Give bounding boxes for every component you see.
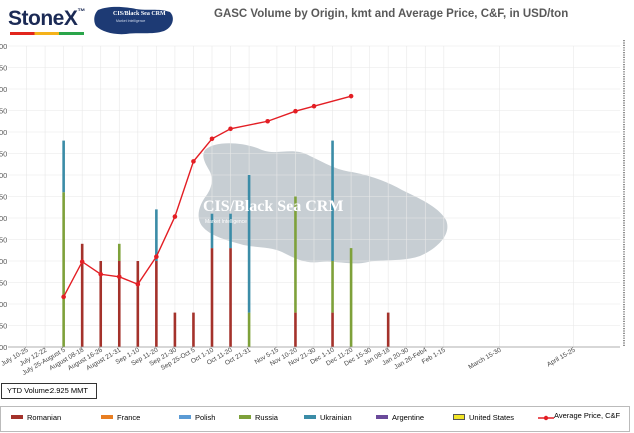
legend-label-romanian: Romanian (27, 413, 62, 422)
bar-romanian (117, 261, 121, 347)
chart-title: GASC Volume by Origin, kmt and Average P… (214, 8, 569, 20)
cis-black-sea-crm-badge (94, 6, 173, 35)
price-point (135, 281, 141, 287)
legend-label-united-states: United States (469, 413, 515, 422)
badge-subtitle: Market Intelligence (116, 19, 146, 23)
y-tick-label: 50 (0, 193, 7, 202)
legend-swatch-united-states (453, 414, 465, 420)
legend-label-polish: Polish (195, 413, 216, 422)
bar-romanian (331, 312, 334, 347)
bar-ukrainian (62, 140, 65, 193)
x-tick-label: April 15-25 (546, 346, 577, 368)
ytd-volume-box: YTD Volume: 2.925 MMT (1, 383, 97, 399)
bar-russia (349, 248, 353, 347)
legend-swatch-france (101, 415, 113, 419)
watermark-subtitle: Market Intelligence (205, 219, 247, 225)
y-tick-label: 00 (0, 257, 7, 266)
axes (8, 40, 625, 348)
bar-russia (247, 312, 251, 347)
price-point (172, 214, 178, 219)
y-tick-label: 50 (0, 150, 7, 159)
y-tick-label: 50 (0, 279, 7, 288)
y-tick-label: 50 (0, 107, 7, 116)
legend-label-russia: Russia (255, 413, 278, 422)
bar-russia (331, 261, 334, 313)
bar-romanian (136, 261, 140, 347)
bar-romanian (229, 248, 232, 347)
price-point (209, 136, 215, 142)
price-line-group (61, 93, 354, 300)
black-sea-map-shape (198, 143, 448, 264)
bar-romanian (173, 312, 177, 347)
legend-swatch-ukrainian (304, 415, 316, 419)
bar-ukrainian (331, 140, 334, 261)
legend-label-france: France (117, 413, 141, 422)
bar-russia (117, 243, 121, 261)
y-tick-label: 00 (0, 343, 7, 352)
bar-ukrainian (210, 213, 214, 249)
bar-romanian (155, 261, 158, 347)
watermark-title: CIS/Black Sea CRM (203, 198, 344, 215)
bar-ukrainian (247, 175, 251, 313)
price-point (98, 271, 104, 277)
legend-label-argentine: Argentine (392, 413, 425, 422)
bar-russia (294, 196, 297, 313)
y-tick-label: 00 (0, 171, 7, 180)
y-tick-label: 50 (0, 236, 7, 245)
bar-romanian (210, 248, 214, 347)
logo-color-bar (10, 32, 84, 35)
bar-romanian (294, 312, 297, 347)
price-point (265, 118, 270, 124)
price-point (116, 274, 122, 280)
legend-swatch-argentine (376, 415, 388, 419)
ytd-label: YTD Volume: (7, 386, 52, 395)
bar-russia (62, 192, 65, 347)
ytd-value: 2.925 MMT (50, 386, 88, 395)
legend-swatch-price-icon (538, 415, 554, 421)
legend-swatch-polish (179, 415, 191, 419)
price-point (61, 294, 66, 300)
bar-romanian (99, 261, 103, 347)
x-tick-label: March 15-30 (467, 346, 502, 370)
bar-romanian (80, 243, 84, 347)
legend-label-ukrainian: Ukrainian (320, 413, 352, 422)
bar-ukrainian (155, 209, 158, 261)
y-tick-label: 00 (0, 214, 7, 223)
price-point (228, 126, 233, 132)
logo-trademark: ™ (77, 7, 85, 16)
price-point (79, 259, 85, 265)
y-tick-label: 00 (0, 42, 7, 51)
badge-title: CIS/Black Sea CRM (113, 11, 166, 17)
watermark-map (198, 143, 448, 264)
y-tick-label: 50 (0, 322, 7, 331)
price-point (311, 103, 317, 109)
y-tick-label: 50 (0, 64, 7, 73)
legend-label-average-price: Average Price, C&F (554, 411, 621, 420)
price-line (63, 95, 352, 298)
y-tick-label: 00 (0, 300, 7, 309)
bar-romanian (386, 312, 390, 347)
badge-map-shape (94, 6, 173, 35)
stonex-logo: StoneX™ (8, 7, 85, 31)
logo-brand-text: StoneX (8, 7, 78, 30)
price-point (348, 93, 354, 99)
grid-lines (8, 45, 620, 348)
y-tick-label: 00 (0, 85, 7, 94)
y-tick-label: 00 (0, 128, 7, 137)
legend: Romanian France Polish Russia Ukrainian … (0, 406, 630, 432)
price-point (293, 108, 298, 114)
bar-romanian (192, 312, 195, 347)
bars (62, 140, 390, 347)
legend-swatch-romanian (11, 415, 23, 419)
legend-swatch-russia (239, 415, 251, 419)
price-point (191, 159, 196, 164)
price-point (154, 254, 159, 259)
bar-ukrainian (229, 213, 232, 249)
